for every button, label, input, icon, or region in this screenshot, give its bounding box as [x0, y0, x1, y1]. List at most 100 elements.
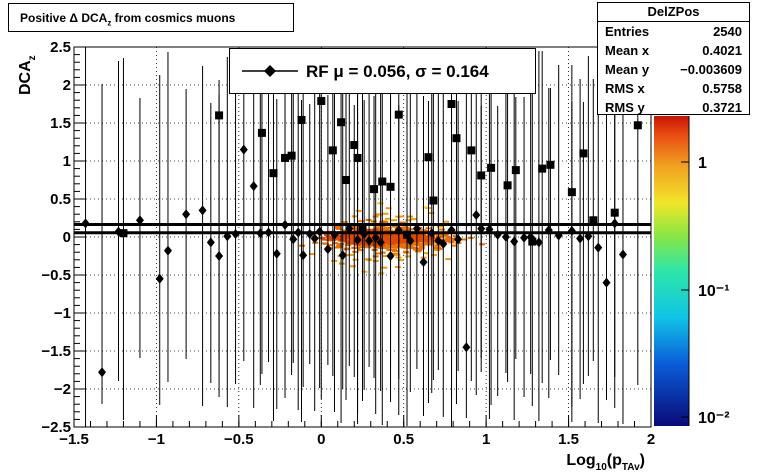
data-point-diamond: [454, 234, 463, 245]
density-cell: [319, 237, 326, 239]
density-cell: [429, 239, 436, 242]
x-tick-label: −1.5: [59, 431, 89, 448]
data-point-diamond: [618, 249, 627, 260]
data-point-diamond: [289, 234, 298, 245]
density-cell: [397, 259, 404, 262]
data-point-square: [287, 151, 296, 160]
density-cell: [414, 242, 421, 245]
y-tick-label: −1: [54, 305, 71, 322]
data-point-diamond: [485, 224, 494, 235]
stats-row-entries: Entries 2540: [598, 22, 749, 41]
density-cell: [391, 248, 397, 251]
density-cell: [335, 245, 342, 248]
legend: RF μ = 0.056, σ = 0.164: [229, 48, 536, 94]
density-cell: [362, 245, 369, 248]
density-cell: [398, 241, 405, 244]
density-cell: [405, 255, 412, 258]
density-cell: [428, 242, 435, 245]
density-cell: [441, 234, 448, 237]
density-cell: [357, 249, 364, 252]
density-cell: [374, 230, 381, 233]
color-scale-bar: [654, 116, 689, 426]
density-cell: [371, 249, 378, 251]
data-point-diamond: [427, 228, 436, 239]
density-cell: [410, 218, 417, 221]
data-point-square: [119, 229, 128, 238]
stats-box: DelZPos Entries 2540 Mean x 0.4021 Mean y −…: [597, 2, 750, 115]
stats-key: Mean x: [605, 43, 650, 58]
density-cell: [396, 239, 403, 242]
density-cell: [394, 266, 401, 268]
density-cell: [355, 209, 362, 212]
density-cell: [422, 230, 429, 232]
density-cell: [365, 228, 372, 231]
density-cell: [332, 242, 339, 245]
density-cell: [467, 236, 474, 239]
data-point-diamond: [305, 228, 314, 239]
density-cell: [391, 233, 398, 236]
data-point-diamond: [353, 235, 362, 246]
density-cell: [411, 239, 418, 242]
density-cell: [391, 225, 398, 228]
density-cell: [375, 234, 382, 237]
data-point-square: [269, 169, 278, 178]
density-cell: [322, 242, 329, 245]
data-point-diamond: [299, 250, 308, 261]
density-cell: [410, 234, 417, 237]
density-cell: [347, 253, 354, 256]
data-point-diamond: [501, 232, 510, 242]
density-cell: [401, 245, 408, 248]
y-tick-label: −1.5: [41, 343, 71, 360]
density-cell: [385, 244, 392, 247]
density-cell: [386, 249, 393, 251]
density-cell: [387, 235, 393, 238]
density-cell: [365, 246, 372, 249]
density-cell: [375, 252, 382, 255]
density-cell: [356, 241, 363, 244]
data-point-diamond: [345, 223, 354, 234]
z-tick-label: 10⁻²: [698, 410, 730, 427]
density-cell: [479, 243, 486, 246]
density-cell: [324, 234, 331, 237]
density-cell: [399, 237, 406, 240]
error-bars: [85, 47, 639, 427]
density-cell: [338, 262, 345, 265]
density-cell: [395, 215, 402, 218]
stats-row-mean-x: Mean x 0.4021: [598, 41, 749, 60]
x-tick-label: 2: [647, 431, 655, 448]
density-cell: [337, 237, 344, 240]
data-point-diamond: [315, 226, 324, 237]
density-cells: [294, 202, 486, 275]
data-point-diamond: [338, 250, 347, 261]
density-cell: [343, 240, 350, 243]
density-cell: [315, 237, 322, 240]
y-tick-label: 0: [63, 229, 71, 246]
data-point-diamond: [281, 219, 290, 230]
data-point-diamond: [554, 230, 563, 241]
x-tick-label: −1: [148, 431, 165, 448]
x-tick-label: 1.5: [558, 431, 579, 448]
density-cell: [326, 237, 333, 240]
density-cell: [352, 258, 359, 261]
density-cell: [394, 243, 401, 246]
x-tick-label: 0.5: [393, 431, 414, 448]
density-cell: [401, 246, 408, 249]
density-cell: [325, 236, 332, 238]
data-point-square: [350, 141, 359, 150]
axis-titles: Log10(pTAv) DCAz: [17, 55, 645, 473]
density-cell: [402, 243, 408, 246]
data-point-diamond: [584, 231, 593, 242]
y-axis-title: DCAz: [17, 55, 38, 95]
data-point-square: [257, 128, 266, 137]
density-cell: [410, 235, 417, 238]
density-cell: [392, 237, 399, 240]
data-point-square: [429, 196, 438, 205]
density-cell: [430, 254, 437, 257]
density-cell: [391, 219, 398, 222]
density-cell: [312, 241, 319, 244]
data-point-square: [342, 176, 351, 184]
density-cell: [461, 238, 468, 241]
density-cell: [345, 244, 352, 247]
stats-value: 0.4021: [702, 43, 742, 58]
density-cell: [366, 234, 373, 237]
